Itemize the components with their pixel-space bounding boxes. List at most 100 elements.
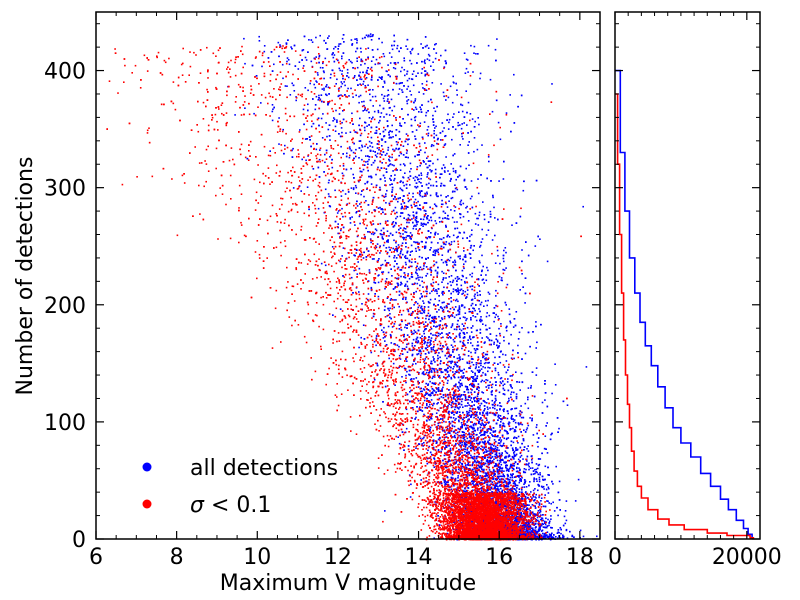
scatter-point-all-detections <box>479 77 481 80</box>
scatter-point-all-detections <box>399 163 402 166</box>
scatter-point-all-detections <box>404 231 406 233</box>
scatter-point-all-detections <box>443 441 445 444</box>
scatter-point-all-detections <box>419 106 421 109</box>
scatter-point-all-detections <box>426 369 428 371</box>
scatter-point-all-detections <box>340 81 343 83</box>
scatter-point-all-detections <box>360 60 362 62</box>
scatter-point-all-detections <box>461 398 464 400</box>
scatter-point-all-detections <box>537 489 539 492</box>
scatter-point-all-detections <box>413 109 415 111</box>
scatter-point-all-detections <box>421 276 423 279</box>
scatter-point-all-detections <box>390 334 392 337</box>
scatter-point-all-detections <box>470 44 472 47</box>
scatter-point-all-detections <box>508 517 510 520</box>
scatter-point-all-detections <box>372 223 375 225</box>
scatter-point-all-detections <box>454 443 457 446</box>
scatter-point-all-detections <box>494 48 497 51</box>
scatter-point-all-detections <box>480 434 482 437</box>
scatter-point-all-detections <box>462 406 464 408</box>
scatter-point-all-detections <box>525 486 528 488</box>
scatter-point-all-detections <box>471 275 473 278</box>
scatter-point-all-detections <box>484 472 487 474</box>
scatter-point-all-detections <box>473 52 475 54</box>
scatter-point-all-detections <box>486 411 489 413</box>
scatter-point-all-detections <box>426 217 429 220</box>
scatter-point-all-detections <box>563 535 565 538</box>
scatter-point-all-detections <box>393 299 395 301</box>
scatter-point-all-detections <box>455 442 457 445</box>
scatter-point-all-detections <box>481 269 483 272</box>
scatter-point-all-detections <box>436 428 439 430</box>
scatter-point-all-detections <box>468 337 471 339</box>
scatter-point-all-detections <box>433 321 435 323</box>
scatter-point-all-detections <box>439 344 442 347</box>
scatter-point-all-detections <box>502 417 505 419</box>
scatter-point-all-detections <box>403 238 405 241</box>
scatter-point-all-detections <box>487 156 490 158</box>
scatter-point-all-detections <box>539 458 542 460</box>
scatter-point-all-detections <box>449 486 452 488</box>
scatter-point-all-detections <box>552 483 554 485</box>
scatter-point-all-detections <box>469 113 472 115</box>
scatter-point-all-detections <box>425 382 427 385</box>
scatter-point-all-detections <box>396 247 398 250</box>
scatter-point-all-detections <box>484 424 486 426</box>
scatter-point-all-detections <box>499 460 501 462</box>
scatter-point-all-detections <box>453 82 455 84</box>
scatter-point-all-detections <box>426 193 428 195</box>
scatter-point-all-detections <box>518 491 521 493</box>
scatter-point-all-detections <box>478 387 480 389</box>
scatter-point-all-detections <box>451 323 454 325</box>
scatter-point-all-detections <box>429 403 431 406</box>
scatter-point-all-detections <box>244 107 246 109</box>
scatter-point-all-detections <box>384 305 386 308</box>
scatter-point-all-detections <box>429 169 431 171</box>
scatter-point-all-detections <box>459 369 462 372</box>
scatter-point-all-detections <box>520 416 523 419</box>
scatter-point-all-detections <box>505 329 508 332</box>
scatter-point-all-detections <box>541 517 544 520</box>
scatter-point-all-detections <box>493 465 496 468</box>
scatter-point-all-detections <box>447 251 449 253</box>
scatter-point-all-detections <box>522 189 525 192</box>
scatter-point-all-detections <box>422 300 424 302</box>
scatter-point-all-detections <box>479 261 481 264</box>
scatter-point-all-detections <box>424 362 426 365</box>
scatter-point-all-detections <box>355 38 358 40</box>
scatter-point-all-detections <box>470 180 473 182</box>
scatter-point-all-detections <box>439 481 441 484</box>
scatter-point-all-detections <box>409 237 411 239</box>
scatter-point-all-detections <box>499 342 501 345</box>
scatter-point-all-detections <box>319 66 322 69</box>
scatter-point-all-detections <box>399 284 402 286</box>
scatter-point-all-detections <box>461 269 464 272</box>
scatter-point-all-detections <box>359 203 361 205</box>
scatter-point-all-detections <box>499 377 502 380</box>
scatter-point-all-detections <box>551 392 553 395</box>
scatter-point-all-detections <box>422 371 425 373</box>
scatter-point-all-detections <box>479 72 482 75</box>
scatter-point-all-detections <box>462 489 464 492</box>
scatter-point-all-detections <box>379 233 382 235</box>
scatter-point-all-detections <box>424 328 426 331</box>
scatter-point-all-detections <box>405 408 408 411</box>
scatter-point-all-detections <box>469 407 471 410</box>
scatter-point-all-detections <box>547 500 549 502</box>
scatter-point-all-detections <box>498 463 500 465</box>
scatter-point-all-detections <box>582 535 585 538</box>
scatter-point-all-detections <box>322 62 324 65</box>
scatter-point-all-detections <box>387 271 390 274</box>
scatter-point-all-detections <box>514 429 516 431</box>
scatter-point-all-detections <box>364 129 366 132</box>
scatter-point-all-detections <box>385 202 387 204</box>
scatter-point-all-detections <box>427 449 429 452</box>
scatter-point-all-detections <box>550 433 552 436</box>
scatter-point-all-detections <box>426 325 429 327</box>
scatter-point-all-detections <box>496 459 499 462</box>
scatter-point-all-detections <box>355 50 357 53</box>
scatter-point-all-detections <box>487 366 489 369</box>
scatter-point-all-detections <box>443 170 446 172</box>
scatter-point-all-detections <box>353 254 355 256</box>
scatter-point-all-detections <box>286 60 288 63</box>
scatter-point-all-detections <box>436 195 438 198</box>
